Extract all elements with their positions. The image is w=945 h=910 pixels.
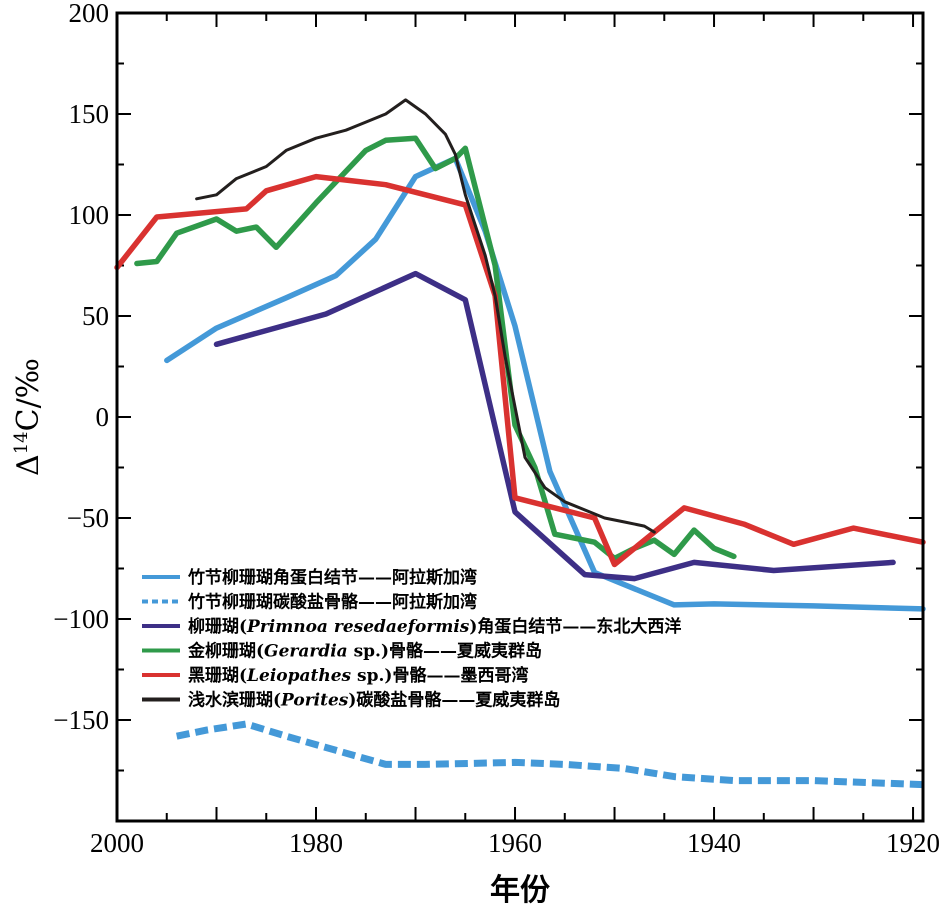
y-tick-label: 50 — [82, 301, 109, 331]
legend-label-part: )碳酸盐骨骼——夏威夷群岛 — [348, 690, 560, 711]
legend-label-part: Leiopathes — [246, 666, 351, 686]
y-axis-title-main: Δ — [11, 454, 46, 476]
legend-label-part: 浅水滨珊瑚( — [188, 690, 281, 711]
legend-label-part: Porites — [280, 691, 349, 711]
x-tick-label: 1940 — [687, 828, 741, 858]
y-tick-label: 150 — [69, 99, 110, 129]
series-line-6 — [195, 98, 656, 534]
x-tick-label: 1960 — [488, 828, 542, 858]
series-line-3 — [213, 270, 896, 582]
x-tick-label: 1920 — [886, 828, 940, 858]
y-tick-label: 200 — [69, 0, 110, 28]
legend-label-part: 黑珊瑚( — [188, 666, 247, 686]
legend-label-2: 竹节柳珊瑚碳酸盐骨骼——阿拉斯加湾 — [187, 592, 477, 613]
legend-label-part: 竹节柳珊瑚角蛋白结节——阿拉斯加湾 — [187, 567, 477, 588]
series-line-5 — [114, 173, 926, 568]
series-line-4 — [134, 135, 737, 562]
legend-label-part: 竹节柳珊瑚碳酸盐骨骼——阿拉斯加湾 — [187, 592, 477, 613]
legend-label-3: 柳珊瑚(Primnoa resedaeformis)角蛋白结节——东北大西洋 — [188, 616, 681, 637]
x-axis-title: 年份 — [490, 873, 550, 908]
legend-label-part: )角蛋白结节——东北大西洋 — [469, 616, 681, 637]
y-tick-label: 0 — [96, 402, 110, 432]
legend-label-5: 黑珊瑚(Leiopathes sp.)骨骼——墨西哥湾 — [188, 665, 528, 686]
legend: 竹节柳珊瑚角蛋白结节——阿拉斯加湾竹节柳珊瑚碳酸盐骨骼——阿拉斯加湾柳珊瑚(Pr… — [142, 567, 681, 711]
series-layer — [114, 98, 926, 789]
y-tick-label: −150 — [53, 705, 109, 735]
legend-label-part: 柳珊瑚( — [188, 616, 247, 637]
ticks-layer: 200 150 100 50 0 −50 −100 −150 2000 1980 1960 1940 1… — [53, 0, 940, 858]
series-line-2 — [176, 720, 924, 789]
plot-frame — [115, 11, 925, 823]
x-tick-label: 1980 — [289, 828, 343, 858]
y-tick-label: −100 — [53, 604, 109, 634]
legend-label-1: 竹节柳珊瑚角蛋白结节——阿拉斯加湾 — [187, 567, 477, 588]
y-axis-title-rest: C/‰ — [11, 358, 46, 431]
legend-label-6: 浅水滨珊瑚(Porites)碳酸盐骨骼——夏威夷群岛 — [188, 690, 560, 711]
legend-label-part: Primnoa resedaeformis — [246, 617, 470, 637]
legend-label-part: sp.)骨骼——夏威夷群岛 — [348, 641, 542, 662]
legend-label-part: sp.)骨骼——墨西哥湾 — [351, 665, 528, 686]
legend-label-4: 金柳珊瑚(Gerardia sp.)骨骼——夏威夷群岛 — [187, 641, 542, 662]
legend-label-part: Gerardia — [264, 642, 348, 662]
y-axis-title-sup: 14 — [11, 431, 32, 454]
y-axis-title: Δ14C/‰ — [11, 358, 46, 476]
x-tick-label: 2000 — [90, 828, 144, 858]
y-tick-label: −50 — [67, 503, 109, 533]
legend-label-part: 金柳珊瑚( — [187, 641, 264, 662]
y-tick-label: 100 — [69, 200, 110, 230]
